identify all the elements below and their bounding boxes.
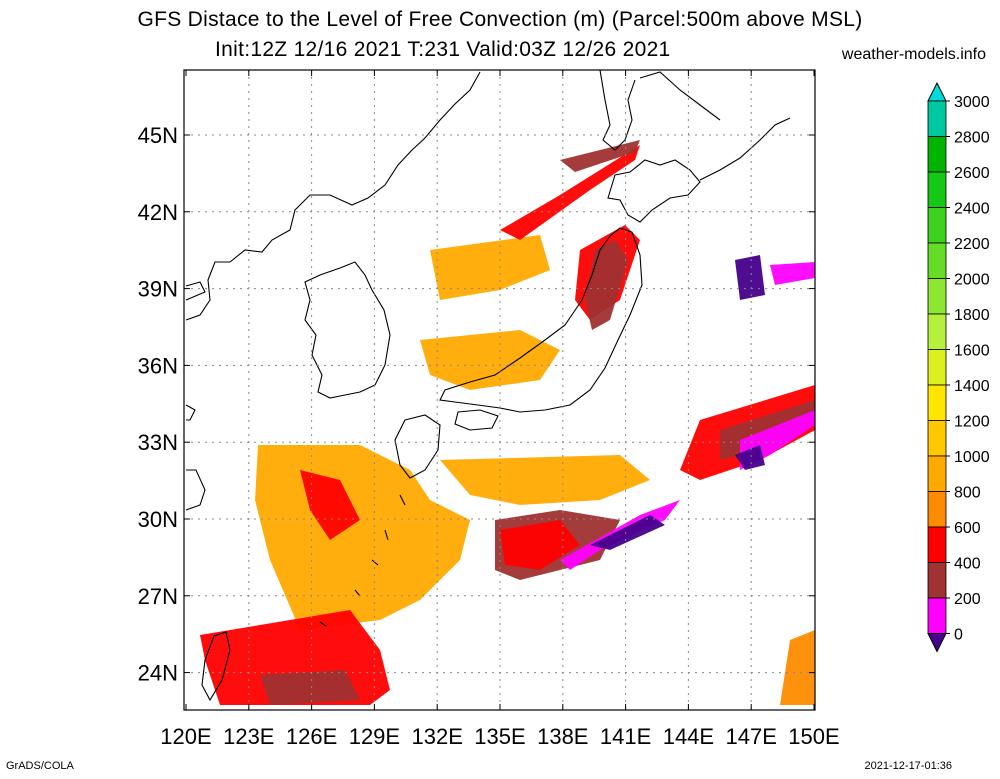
coastline-shikoku: [454, 409, 499, 431]
lat-label: 30N: [138, 507, 178, 532]
legend-label: 2200: [954, 236, 990, 253]
coastline-kyushu: [394, 414, 441, 479]
lon-label: 135E: [474, 724, 525, 749]
legend-swatch: [927, 171, 947, 208]
axis-ticks: [184, 70, 815, 710]
footer-software: GrADS/COLA: [6, 760, 74, 772]
lfc-shaded-area-7: [255, 445, 470, 630]
lat-label: 33N: [138, 430, 178, 455]
lfc-shaded-area-4: [420, 330, 560, 390]
lfc-shaded-area-11: [440, 455, 650, 505]
lfc-shaded-area-21: [770, 262, 815, 285]
coastline-hokkaido: [607, 159, 701, 223]
lon-label: 126E: [286, 724, 337, 749]
legend-swatch: [927, 420, 947, 457]
map-frame: [183, 69, 816, 711]
legend-swatch: [927, 242, 947, 279]
lfc-shaded-area-1: [430, 235, 550, 300]
lfc-shaded-area-8: [300, 470, 360, 540]
legend-swatch: [927, 349, 947, 386]
legend-label: 2400: [954, 201, 990, 218]
legend-label: 1200: [954, 414, 990, 431]
axis-labels: 120E 123E 126E 129E 132E 135E 138E 141E 144E 147E…: [138, 123, 840, 749]
legend-swatch: [927, 207, 947, 244]
coastline-layer: [185, 69, 791, 702]
legend-swatch: [927, 597, 947, 634]
lon-label: 150E: [788, 724, 839, 749]
lfc-shaded-area-3: [560, 140, 640, 172]
legend-swatch: [927, 136, 947, 173]
legend-label: 2800: [954, 130, 990, 147]
chart-subtitle: Init:12Z 12/16 2021 T:231 Valid:03Z 12/2…: [215, 38, 671, 61]
legend-arrow-bottom: [927, 633, 947, 653]
lfc-field-layer: [200, 140, 815, 705]
legend-swatch: [927, 384, 947, 421]
lon-label: 129E: [349, 724, 400, 749]
legend-swatch: [927, 562, 947, 599]
legend-label: 1400: [954, 378, 990, 395]
legend-label: 2600: [954, 165, 990, 182]
legend-swatch: [927, 455, 947, 492]
lfc-shaded-area-2: [500, 145, 640, 240]
lat-label: 45N: [138, 123, 178, 148]
lon-label: 141E: [600, 724, 651, 749]
lon-label: 138E: [537, 724, 588, 749]
legend-label: 1800: [954, 307, 990, 324]
lfc-shaded-area-15: [590, 515, 665, 550]
legend-label: 200: [954, 591, 981, 608]
lfc-shaded-area-10: [260, 670, 360, 705]
coastline-kurils: [639, 71, 791, 181]
legend-swatch: [927, 313, 947, 350]
legend-label: 0: [954, 627, 963, 644]
coastline-sakhalin: [599, 69, 636, 151]
legend-swatch: [927, 100, 947, 137]
lfc-shaded-area-19: [735, 445, 765, 470]
lfc-shaded-area-22: [780, 630, 815, 705]
lon-label: 144E: [663, 724, 714, 749]
legend-label: 3000: [954, 94, 990, 111]
lat-label: 36N: [138, 353, 178, 378]
coastline-ryukyu: [319, 494, 406, 627]
legend-label: 800: [954, 485, 981, 502]
legend-arrow-top: [927, 81, 947, 102]
footer-timestamp: 2021-12-17-01:36: [864, 760, 952, 772]
lon-label: 120E: [160, 724, 211, 749]
coastline-honshu: [439, 227, 643, 413]
lon-label: 132E: [412, 724, 463, 749]
coastline-taiwan: [201, 631, 231, 702]
lat-label: 24N: [138, 661, 178, 686]
chart-title: GFS Distace to the Level of Free Convect…: [137, 8, 863, 31]
legend-swatch: [927, 491, 947, 528]
lon-label: 147E: [726, 724, 777, 749]
legend-swatch: [927, 278, 947, 315]
lat-label: 42N: [138, 200, 178, 225]
lon-label: 123E: [223, 724, 274, 749]
lat-label: 27N: [138, 584, 178, 609]
lat-label: 39N: [138, 277, 178, 302]
coastline-korea: [304, 261, 391, 399]
legend-label: 2000: [954, 272, 990, 289]
legend-label: 1000: [954, 449, 990, 466]
legend-label: 400: [954, 556, 981, 573]
color-legend: 3000280026002400220020001800160014001200…: [927, 81, 990, 653]
grid-layer: [184, 70, 815, 710]
lfc-shaded-area-13: [500, 520, 580, 570]
site-credit: weather-models.info: [841, 46, 986, 63]
legend-label: 600: [954, 520, 981, 537]
legend-swatch: [927, 526, 947, 563]
legend-label: 1600: [954, 343, 990, 360]
coastline-mainland: [185, 71, 481, 511]
lfc-shaded-area-20: [735, 255, 765, 300]
